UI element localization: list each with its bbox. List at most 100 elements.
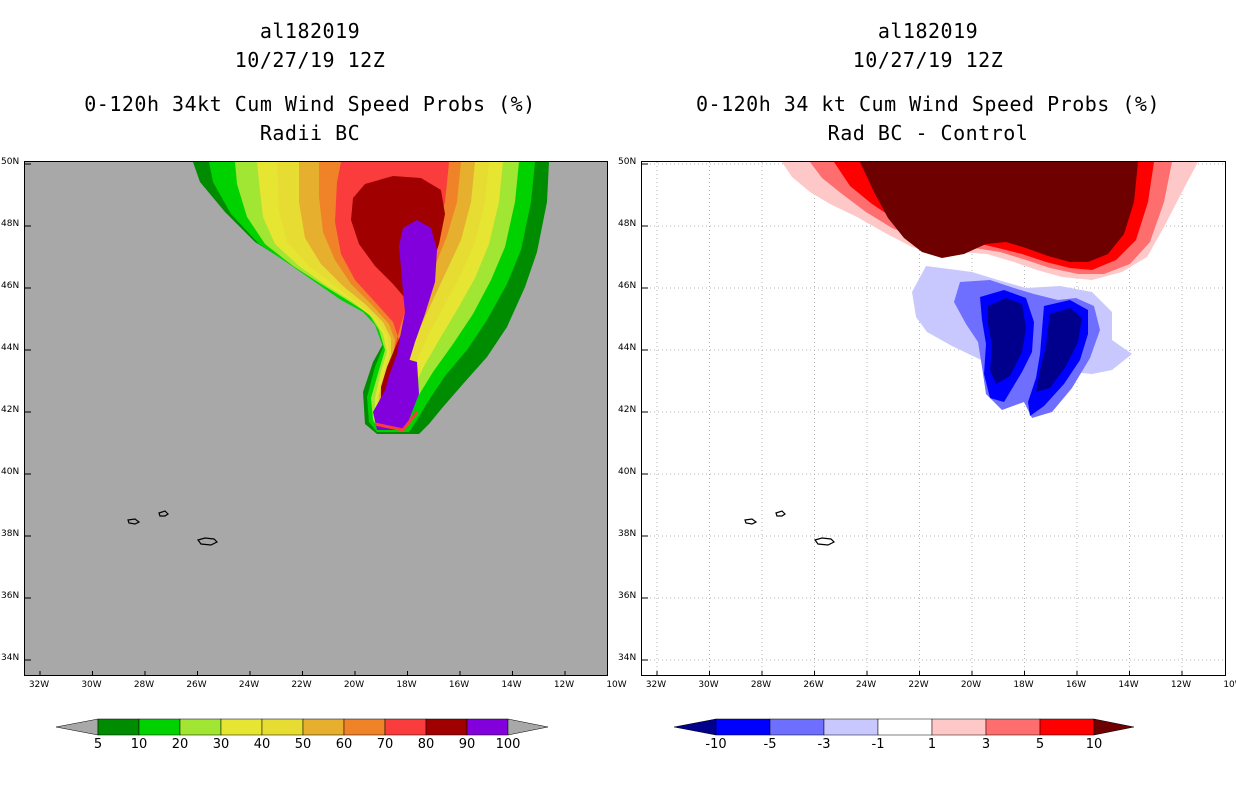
left-colorbar-label: 50 [294,737,312,752]
right-lat-label: 42N [618,405,637,415]
left-lat-label: 42N [1,405,20,415]
right-colorbar-low-end [674,718,717,736]
right-lon-label: 22W [908,680,929,690]
right-lat-label: 50N [618,157,637,167]
left-colorbar-high-end [507,718,549,736]
island-outline [744,518,758,525]
left-title: 0-120h 34kt Cum Wind Speed Probs (%) [84,92,536,116]
left-colorbar-swatch [220,718,263,736]
left-colorbar-label: 30 [212,737,230,752]
right-colorbar-label: 10 [1085,737,1103,752]
left-colorbar-low-end [56,718,99,736]
left-map-svg [25,162,566,675]
right-colorbar-label: -10 [705,737,727,752]
right-colorbar-swatch [715,718,771,736]
left-colorbar-swatch [384,718,427,736]
diff-shade-lt-neg10-b [1036,308,1082,392]
left-lon-label: 22W [291,680,312,690]
right-lat-label: 38N [618,529,637,539]
left-lon-label: 24W [238,680,260,690]
right-lon-label: 26W [803,680,824,690]
left-storm-id: al182019 [259,19,361,43]
right-colorbar-label: -3 [817,737,831,752]
left-lon-label: 32W [28,680,50,690]
right-colorbar-label: 1 [927,737,937,752]
left-colorbar-swatch [138,718,181,736]
right-lon-label: 14W [1118,680,1139,690]
island-outline [813,537,836,546]
left-lat-label: 36N [1,591,20,601]
left-lon-label: 28W [133,680,155,690]
right-lon-label: 24W [855,680,877,690]
left-colorbar [56,718,549,736]
left-lon-label: 20W [343,680,365,690]
left-lat-label: 50N [1,157,20,167]
right-colorbar-high-end [1093,718,1135,736]
left-colorbar-label: 70 [376,737,394,752]
right-colorbar-swatch [769,718,825,736]
right-lon-label: 18W [1013,680,1034,690]
prob-shade-90-core [373,358,419,430]
right-lat-label: 40N [618,467,637,477]
left-colorbar-swatch [97,718,140,736]
left-lon-label: 16W [448,680,470,690]
right-lon-label: 12W [1170,680,1192,690]
island-outline [158,510,169,517]
left-colorbar-swatch [261,718,304,736]
island-outline [196,537,219,546]
right-lon-label: 10W [1223,680,1236,690]
left-lon-label: 18W [396,680,417,690]
left-colorbar-swatch [466,718,509,736]
right-lat-label: 44N [618,343,637,353]
left-lat-label: 38N [1,529,20,539]
right-lon-label: 16W [1065,680,1087,690]
right-subtitle: Rad BC - Control [827,121,1029,145]
right-title-block: al182019 10/27/19 12Z 0-120h 34 kt Cum W… [628,17,1228,148]
right-colorbar-label: 3 [981,737,991,752]
left-lon-label: 30W [81,680,102,690]
right-colorbar-label: -1 [871,737,885,752]
right-colorbar-swatch [1039,718,1095,736]
right-lon-label: 30W [698,680,719,690]
left-subtitle: Radii BC [259,121,361,145]
left-map [24,161,608,676]
left-colorbar-swatch [425,718,468,736]
left-lon-label: 26W [186,680,207,690]
right-map-svg [642,162,1225,675]
left-colorbar-label: 10 [130,737,148,752]
island-outline [775,510,786,517]
right-lon-label: 32W [645,680,667,690]
left-colorbar-label: 20 [171,737,189,752]
right-colorbar-swatch [877,718,933,736]
diff-shade-gt10 [860,162,1138,262]
diff-shade-lt-neg10 [988,298,1026,384]
left-lat-label: 40N [1,467,20,477]
left-colorbar-swatch [179,718,222,736]
left-colorbar-swatch [302,718,345,736]
right-lat-label: 34N [618,653,637,663]
left-colorbar-label: 5 [93,737,103,752]
right-title: 0-120h 34 kt Cum Wind Speed Probs (%) [695,92,1161,116]
right-lon-label: 28W [750,680,772,690]
left-lon-label: 14W [501,680,522,690]
right-colorbar [674,718,1135,736]
right-map [641,161,1226,676]
left-datetime: 10/27/19 12Z [234,48,386,72]
right-lat-label: 36N [618,591,637,601]
right-lat-label: 48N [618,219,637,229]
left-lat-label: 44N [1,343,20,353]
right-colorbar-swatch [985,718,1041,736]
right-storm-id: al182019 [877,19,979,43]
right-datetime: 10/27/19 12Z [852,48,1004,72]
prob-shade-90 [383,220,437,418]
left-colorbar-label: 100 [495,737,521,752]
right-lat-label: 46N [618,281,637,291]
left-lon-label: 10W [606,680,627,690]
left-colorbar-label: 60 [335,737,353,752]
left-colorbar-swatch [343,718,386,736]
prob-shade-70-rim [374,411,419,432]
left-lat-label: 46N [1,281,20,291]
island-outline [127,518,141,525]
left-lat-label: 48N [1,219,20,229]
left-lat-label: 34N [1,653,20,663]
